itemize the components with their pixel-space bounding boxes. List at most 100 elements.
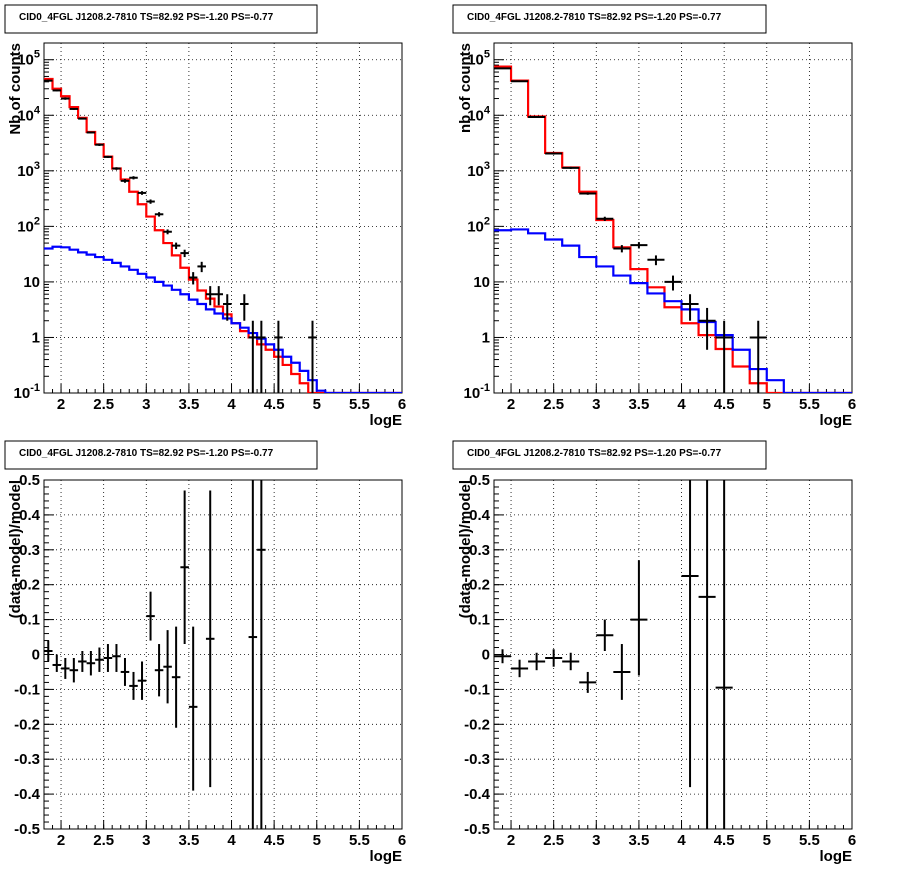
y-tick-label: 1 bbox=[32, 329, 40, 346]
y-tick-label: 0.2 bbox=[469, 577, 490, 594]
data-point bbox=[562, 652, 580, 671]
data-point bbox=[129, 671, 138, 700]
y-axis-title: nb of counts bbox=[457, 43, 474, 133]
chart-panel-2: CID0_4FGL J1208.2-7810 TS=82.92 PS=-1.20… bbox=[452, 4, 856, 429]
data-point bbox=[137, 661, 147, 700]
data-point bbox=[171, 626, 181, 728]
x-tick-label: 2 bbox=[57, 396, 65, 413]
data-point bbox=[248, 320, 258, 393]
data-point bbox=[69, 107, 79, 110]
y-tick-label: -0.3 bbox=[14, 751, 40, 768]
plot-area bbox=[43, 479, 403, 830]
y-tick-label: 10 bbox=[473, 274, 490, 291]
data-point bbox=[664, 275, 682, 291]
data-point bbox=[129, 176, 138, 180]
x-tick-label: 5 bbox=[763, 832, 771, 849]
data-point bbox=[205, 286, 215, 306]
data-point bbox=[163, 630, 172, 704]
y-tick-label: 0.2 bbox=[19, 577, 40, 594]
data-point bbox=[78, 651, 87, 672]
title-box bbox=[452, 4, 767, 34]
x-tick-label: 6 bbox=[398, 396, 406, 413]
y-tick-label: 10-1 bbox=[464, 382, 490, 402]
data-point bbox=[257, 480, 266, 829]
y-tick-label: 0.4 bbox=[19, 507, 41, 524]
x-tick-label: 4 bbox=[227, 396, 236, 413]
data-point bbox=[257, 320, 266, 393]
data-point bbox=[180, 249, 189, 258]
y-tick-label: -0.4 bbox=[464, 786, 491, 803]
data-point bbox=[528, 116, 546, 119]
chart-panel-1: CID0_4FGL J1208.2-7810 TS=82.92 PS=-1.20… bbox=[4, 4, 406, 429]
data-point bbox=[146, 591, 155, 641]
chart-panel-3: CID0_4FGL J1208.2-7810 TS=82.92 PS=-1.20… bbox=[4, 440, 406, 865]
y-axis-title: Nb of counts bbox=[7, 43, 24, 135]
data-point bbox=[545, 152, 563, 155]
y-tick-label: -0.1 bbox=[464, 681, 490, 698]
x-tick-label: 2.5 bbox=[543, 832, 564, 849]
y-tick-label: 0.3 bbox=[469, 542, 490, 559]
data-point bbox=[494, 649, 512, 664]
data-point bbox=[103, 155, 113, 159]
y-tick-label: -0.5 bbox=[14, 821, 40, 838]
x-axis-title: logE bbox=[370, 848, 403, 865]
x-axis-title: logE bbox=[370, 412, 403, 429]
data-point bbox=[61, 657, 70, 679]
x-tick-label: 6 bbox=[848, 832, 856, 849]
y-tick-label: 0.1 bbox=[469, 612, 490, 629]
y-tick-label: 10-1 bbox=[14, 382, 40, 402]
data-point bbox=[545, 649, 563, 667]
x-tick-label: 4 bbox=[677, 396, 686, 413]
x-tick-label: 4.5 bbox=[714, 396, 735, 413]
data-point bbox=[163, 229, 172, 235]
data-point bbox=[308, 320, 317, 393]
data-point bbox=[95, 143, 104, 146]
data-point bbox=[562, 166, 580, 169]
x-tick-label: 4.5 bbox=[264, 396, 285, 413]
y-tick-label: 0.3 bbox=[19, 542, 40, 559]
y-tick-label: -0.1 bbox=[14, 681, 40, 698]
x-tick-label: 5 bbox=[763, 396, 771, 413]
chart-title: CID0_4FGL J1208.2-7810 TS=82.92 PS=-1.20… bbox=[19, 448, 274, 459]
y-tick-label: 0.1 bbox=[19, 612, 40, 629]
title-box bbox=[4, 4, 318, 34]
y-tick-label: 104 bbox=[467, 104, 491, 124]
x-tick-label: 5.5 bbox=[349, 396, 370, 413]
x-tick-label: 5.5 bbox=[799, 832, 820, 849]
x-tick-label: 6 bbox=[398, 832, 406, 849]
data-point bbox=[112, 167, 121, 170]
x-tick-label: 4 bbox=[677, 832, 686, 849]
data-point bbox=[681, 294, 699, 321]
data-point bbox=[511, 80, 529, 83]
series-layer bbox=[44, 77, 402, 393]
x-tick-label: 2.5 bbox=[93, 396, 114, 413]
data-point bbox=[698, 480, 716, 829]
data-point bbox=[511, 659, 529, 678]
x-tick-label: 3 bbox=[592, 832, 600, 849]
x-tick-label: 3.5 bbox=[178, 396, 199, 413]
chart-title: CID0_4FGL J1208.2-7810 TS=82.92 PS=-1.20… bbox=[19, 12, 274, 23]
data-point bbox=[52, 654, 62, 672]
data-point bbox=[69, 657, 79, 683]
x-tick-label: 2.5 bbox=[93, 832, 114, 849]
data-point bbox=[715, 480, 733, 829]
plot-area bbox=[43, 42, 403, 394]
series-layer bbox=[44, 480, 266, 829]
x-axis-title: logE bbox=[820, 412, 853, 429]
y-tick-label: 1 bbox=[482, 329, 490, 346]
y-tick-label: 0 bbox=[482, 647, 490, 664]
x-axis-title: logE bbox=[820, 848, 853, 865]
data-point bbox=[613, 644, 631, 700]
y-tick-label: -0.2 bbox=[464, 716, 490, 733]
x-tick-label: 3.5 bbox=[628, 832, 649, 849]
data-point bbox=[647, 255, 665, 266]
y-tick-label: 0.5 bbox=[469, 472, 490, 489]
data-point bbox=[44, 79, 53, 82]
data-point bbox=[86, 131, 96, 134]
data-point bbox=[154, 644, 164, 697]
data-point bbox=[223, 294, 232, 321]
data-point bbox=[681, 480, 699, 788]
y-tick-label: 102 bbox=[467, 215, 490, 235]
data-point bbox=[240, 294, 249, 321]
x-tick-label: 2 bbox=[507, 832, 515, 849]
